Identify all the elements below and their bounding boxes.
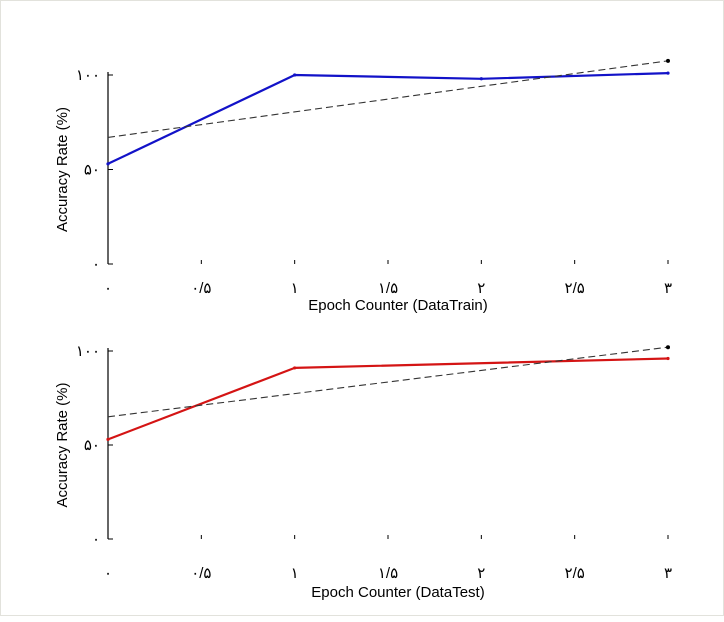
chart-panel-1: ۰ ۵۰ ۱۰۰ ۰ ۰/۵ ۱ ۱/۵ ۲ ۲/۵ ۳ Epoch Counter (DataTr…	[54, 58, 672, 314]
data-point	[479, 77, 483, 81]
trend-line-2	[107, 60, 669, 138]
x-axis-label: Epoch Counter (DataTrain)	[308, 297, 488, 314]
chart-panel-2: ۰ ۵۰ ۱۰۰ ۰ ۰/۵ ۱ ۱/۵ ۲ ۲/۵ ۳ Epoch Counter (DataTe…	[54, 343, 672, 601]
trend-end-point	[666, 58, 670, 63]
x-tick-label: ۳	[664, 280, 672, 297]
x-tick-label: ۲/۵	[565, 565, 585, 582]
y-axis-label: Accuracy Rate (%)	[54, 382, 71, 507]
x-tick-label: ۰	[104, 565, 112, 582]
x-tick-label: ۱	[291, 280, 299, 297]
y-axis-label: Accuracy Rate (%)	[54, 107, 71, 232]
y-tick-label: ۰	[92, 256, 100, 273]
trend-line-2	[107, 346, 669, 418]
data-point	[106, 437, 110, 441]
data-point	[293, 366, 297, 370]
accuracy-line-1	[107, 357, 669, 441]
y-tick-label: ۱۰۰	[76, 67, 100, 84]
x-tick-label: ۱/۵	[378, 565, 398, 582]
x-tick-label: ۱/۵	[378, 280, 398, 297]
x-tick-label: ۲	[477, 565, 485, 582]
data-point	[106, 162, 110, 166]
x-axis-label: Epoch Counter (DataTest)	[311, 584, 484, 601]
y-tick-label: ۱۰۰	[76, 343, 100, 360]
data-point	[293, 73, 297, 77]
data-point	[666, 71, 670, 75]
x-tick-label: ۱	[291, 565, 299, 582]
x-tick-label: ۰/۵	[191, 280, 211, 297]
y-tick-label: ۵۰	[84, 437, 100, 454]
accuracy-line-1	[107, 72, 669, 165]
trend-end-point	[666, 345, 670, 350]
data-point	[666, 356, 670, 361]
x-tick-label: ۳	[664, 565, 672, 582]
x-tick-label: ۰/۵	[191, 565, 211, 582]
x-tick-label: ۰	[104, 280, 112, 297]
y-tick-label: ۰	[92, 531, 100, 548]
x-tick-label: ۲	[477, 280, 485, 297]
x-tick-label: ۲/۵	[565, 280, 585, 297]
y-tick-label: ۵۰	[84, 162, 100, 179]
